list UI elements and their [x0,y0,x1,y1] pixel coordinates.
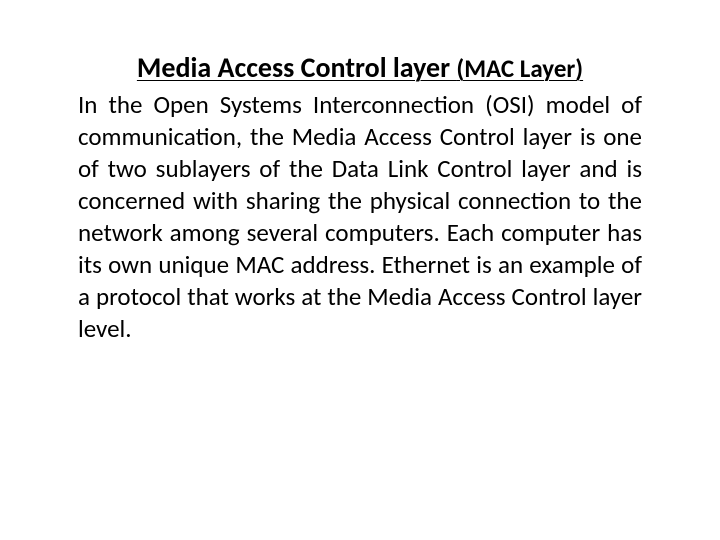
title-paren-text: (MAC Layer) [456,53,583,84]
slide-title: Media Access Control layer (MAC Layer) [78,50,642,85]
slide-body-text: In the Open Systems Interconnection (OSI… [78,89,642,345]
slide-container: Media Access Control layer (MAC Layer) I… [0,0,720,540]
title-main-text: Media Access Control layer [137,50,457,85]
